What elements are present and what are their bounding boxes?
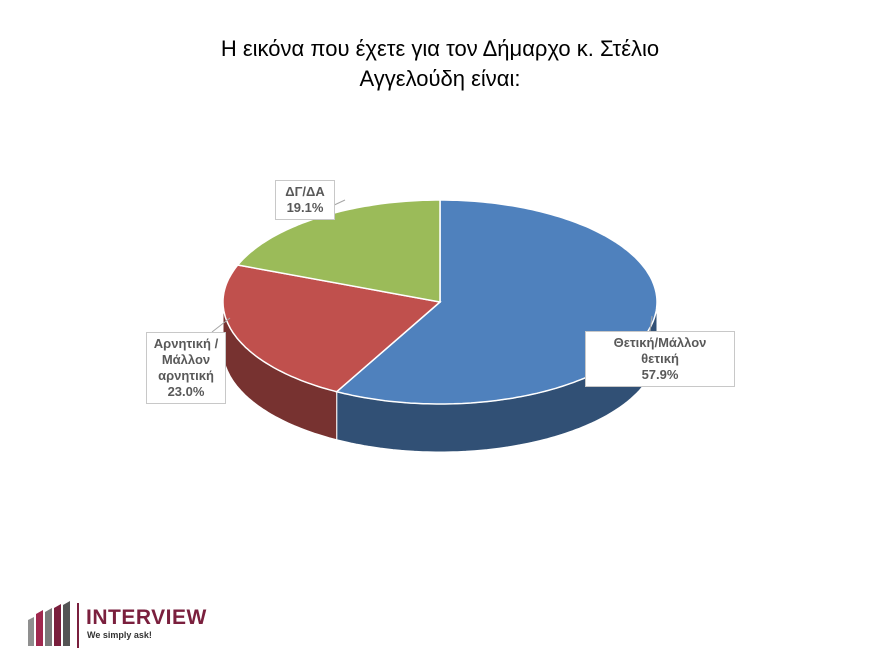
- data-label-value: 23.0%: [167, 384, 205, 399]
- data-label-value: 57.9%: [641, 367, 679, 382]
- data-label-category: Αρνητική /Μάλλον αρνητική: [153, 336, 219, 383]
- logo-icon: [28, 601, 79, 648]
- leader-line: [211, 317, 231, 333]
- data-label: Αρνητική /Μάλλον αρνητική 23.0%: [146, 332, 226, 404]
- data-label: ΔΓ/ΔΑ 19.1%: [275, 180, 335, 220]
- data-label-category: Θετική/Μάλλον θετική: [613, 335, 707, 366]
- slice: [222, 264, 442, 393]
- leader-line: [649, 315, 653, 332]
- data-label-value: 19.1%: [286, 200, 324, 215]
- logo-name: INTERVIEW: [86, 606, 207, 629]
- chart-title: Η εικόνα που έχετε για τον Δήμαρχο κ. Στ…: [220, 36, 660, 91]
- logo-tagline: We simply ask!: [87, 630, 152, 640]
- data-label-category: ΔΓ/ΔΑ: [285, 184, 325, 199]
- data-label: Θετική/Μάλλον θετική 57.9%: [585, 331, 735, 387]
